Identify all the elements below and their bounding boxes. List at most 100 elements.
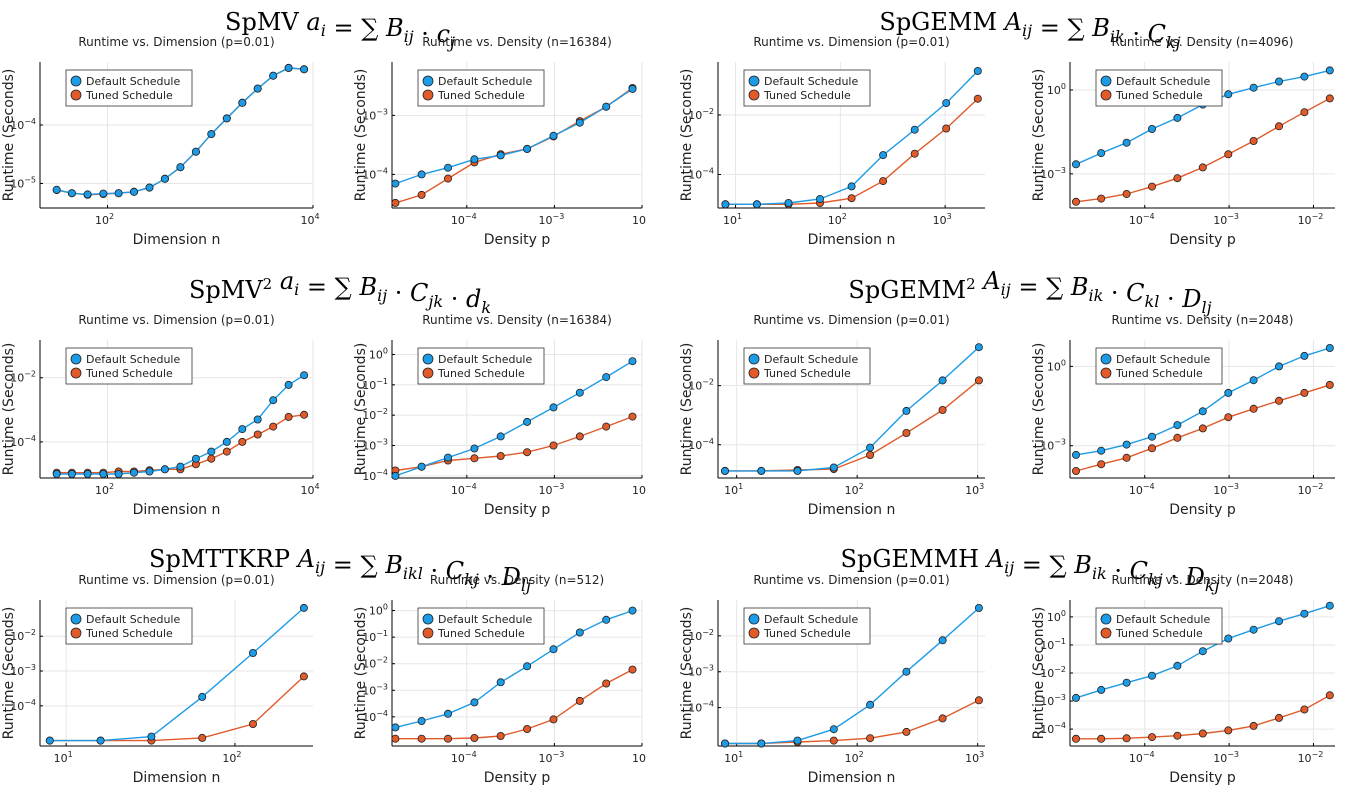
x-tick-label: 10−4 — [1129, 482, 1155, 497]
tick-exponent: −2 — [24, 628, 36, 637]
data-point-tuned — [1148, 182, 1157, 191]
tick-base: 10 — [10, 700, 24, 713]
tick-exponent: −2 — [1054, 665, 1066, 674]
tick-base: 10 — [10, 119, 24, 132]
legend-box — [743, 347, 871, 385]
tick-exponent: −2 — [702, 378, 714, 387]
x-tick-label: 103 — [933, 212, 952, 227]
data-point-default — [1224, 90, 1233, 99]
data-point-tuned — [1097, 734, 1106, 743]
legend-box — [417, 607, 545, 645]
data-point-tuned — [974, 696, 983, 705]
data-point-tuned — [253, 430, 262, 439]
chart-11: Runtime vs. Density (n=2048)10−4 10−3 10−2… — [1031, 573, 1335, 786]
series-line-default — [395, 360, 633, 477]
tick-base: 10 — [632, 484, 646, 497]
legend-label-tuned: Tuned Schedule — [1115, 89, 1203, 102]
tick-base: 10 — [54, 752, 68, 765]
y-tick-label: 10−4 — [688, 437, 714, 452]
tick-exponent: 2 — [859, 750, 864, 759]
group-title-name: SpMV — [225, 8, 299, 36]
data-point-default — [1275, 362, 1284, 371]
data-point-default — [391, 471, 400, 480]
formula-operator: · — [423, 557, 438, 585]
formula-symbol: B — [378, 551, 403, 579]
tick-exponent: 1 — [738, 482, 743, 491]
x-tick-label: 101 — [724, 750, 743, 765]
data-point-tuned — [549, 441, 558, 450]
tick-exponent: −4 — [24, 117, 36, 126]
tick-exponent: −3 — [1227, 750, 1239, 759]
y-tick-label: 10−2 — [688, 378, 714, 393]
data-point-default — [284, 63, 293, 72]
data-point-default — [549, 131, 558, 140]
tick-base: 10 — [1129, 214, 1143, 227]
y-axis-label: Runtime (Seconds) — [679, 343, 695, 476]
legend-label-tuned: Tuned Schedule — [437, 367, 525, 380]
tick-exponent: 3 — [979, 482, 984, 491]
tick-exponent: −4 — [24, 434, 36, 443]
data-point-tuned — [391, 734, 400, 743]
tick-exponent: −2 — [1312, 750, 1324, 759]
data-point-default — [1122, 440, 1131, 449]
data-point-default — [1275, 77, 1284, 86]
data-point-tuned — [1072, 466, 1081, 475]
data-point-default — [1148, 125, 1157, 134]
formula-symbol: B — [378, 14, 403, 42]
y-tick-label: 10−3 — [1040, 438, 1066, 453]
tick-base: 10 — [1129, 752, 1143, 765]
formula-operator: · — [1107, 557, 1122, 585]
tick-base: 10 — [10, 630, 24, 643]
data-point-default — [496, 432, 505, 441]
data-point-default — [222, 437, 231, 446]
formula-subscript: i — [294, 280, 299, 299]
tick-exponent: 2 — [842, 212, 847, 221]
data-point-default — [1097, 446, 1106, 455]
data-point-default — [222, 114, 231, 123]
formula-symbol: A — [981, 267, 1000, 295]
chart-title: Runtime vs. Dimension (p=0.01) — [753, 573, 949, 587]
data-point-tuned — [1275, 122, 1284, 131]
legend-box — [65, 347, 193, 385]
tick-exponent: −4 — [702, 437, 714, 446]
y-tick-label: 10−4 — [362, 166, 388, 181]
data-point-default — [757, 739, 766, 748]
data-point-tuned — [1072, 197, 1081, 206]
legend-marker-tuned — [748, 89, 760, 101]
data-point-default — [1249, 83, 1258, 92]
tick-base: 10 — [539, 752, 553, 765]
y-axis-label: Runtime (Seconds) — [1031, 69, 1047, 202]
tick-exponent: −2 — [24, 370, 36, 379]
tick-exponent: −1 — [376, 629, 388, 638]
data-point-default — [176, 163, 185, 172]
data-point-tuned — [879, 177, 888, 186]
legend-box — [1095, 69, 1223, 107]
data-point-tuned — [523, 448, 532, 457]
data-point-tuned — [1097, 460, 1106, 469]
formula-symbol: C — [1119, 279, 1145, 307]
data-point-default — [45, 736, 54, 745]
tick-base: 10 — [539, 484, 553, 497]
data-point-tuned — [1173, 174, 1182, 183]
data-point-tuned — [300, 410, 309, 419]
tick-exponent: 2 — [109, 212, 114, 221]
data-point-tuned — [628, 665, 637, 674]
chart-title: Runtime vs. Dimension (p=0.01) — [78, 35, 274, 49]
tick-exponent: −1 — [376, 377, 388, 386]
formula-operator: ∑ — [1060, 14, 1085, 42]
tick-base: 10 — [845, 484, 859, 497]
legend-label-tuned: Tuned Schedule — [85, 367, 173, 380]
legend-marker-tuned — [422, 89, 434, 101]
y-axis-label: Runtime (Seconds) — [353, 343, 369, 476]
group-title-2: SpMV2 ai = ∑ Bij · Cjk · dk — [189, 267, 491, 317]
data-point-tuned — [1097, 194, 1106, 203]
series-line-default — [49, 607, 305, 742]
data-point-default — [628, 84, 637, 93]
legend-box — [417, 347, 545, 385]
data-point-default — [191, 454, 200, 463]
data-point-tuned — [829, 736, 838, 745]
x-axis-label: Dimension n — [808, 232, 896, 248]
group-title-4: SpMTTKRP Aij = ∑ Bikl · Ckj · Dlj — [149, 545, 531, 595]
legend-box — [1095, 607, 1223, 645]
data-point-default — [160, 174, 169, 183]
